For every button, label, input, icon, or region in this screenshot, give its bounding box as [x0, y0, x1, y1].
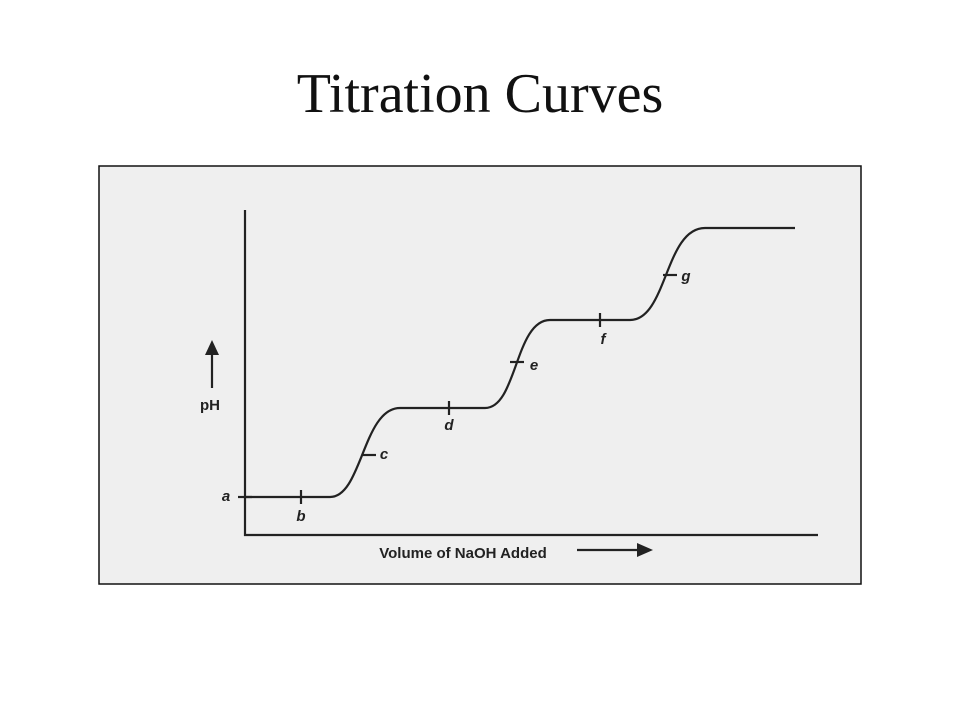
- y-axis-label-group: pH: [200, 340, 220, 414]
- point-label: b: [296, 508, 305, 525]
- figure-frame: [98, 165, 862, 585]
- y-arrow-head: [205, 340, 219, 355]
- x-arrow-head: [637, 543, 653, 557]
- point-ticks: [238, 273, 677, 504]
- point-label: a: [222, 488, 230, 505]
- y-axis-label: pH: [200, 397, 220, 414]
- point-label: e: [530, 357, 538, 374]
- point-label: c: [380, 446, 389, 463]
- x-axis-label: Volume of NaOH Added: [379, 545, 547, 562]
- point-label: f: [601, 331, 608, 348]
- point-label: d: [444, 417, 454, 434]
- x-axis-label-group: Volume of NaOH Added: [379, 543, 653, 562]
- point-label: g: [680, 268, 690, 285]
- slide-title: Titration Curves: [297, 63, 664, 125]
